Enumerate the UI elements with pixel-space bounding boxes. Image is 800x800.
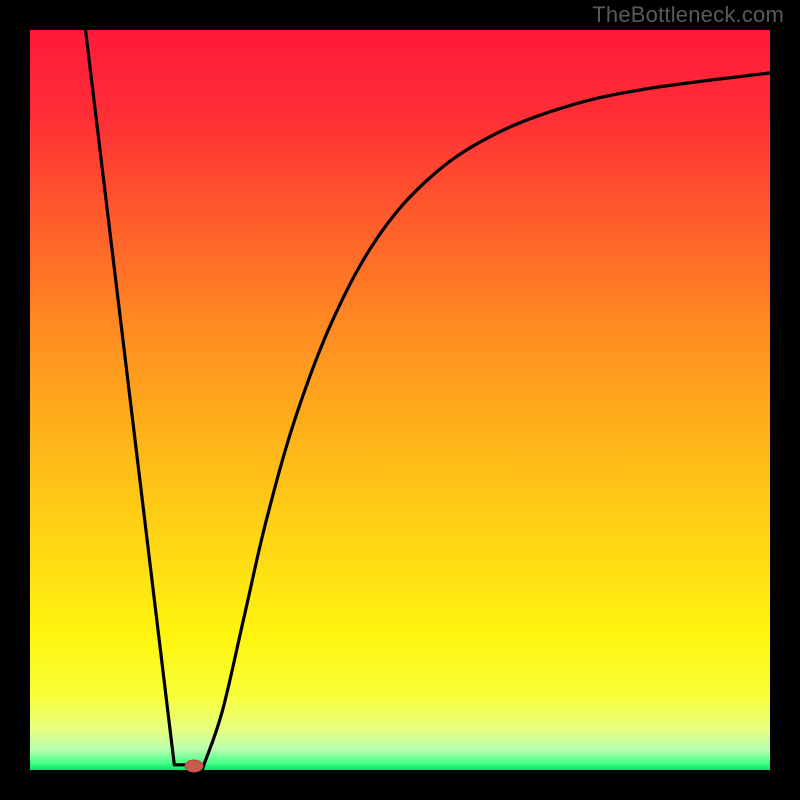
chart-frame: TheBottleneck.com [0,0,800,800]
watermark-text: TheBottleneck.com [592,2,784,28]
plot-background [30,30,770,770]
bottleneck-chart [0,0,800,800]
optimal-point-marker [183,758,205,774]
